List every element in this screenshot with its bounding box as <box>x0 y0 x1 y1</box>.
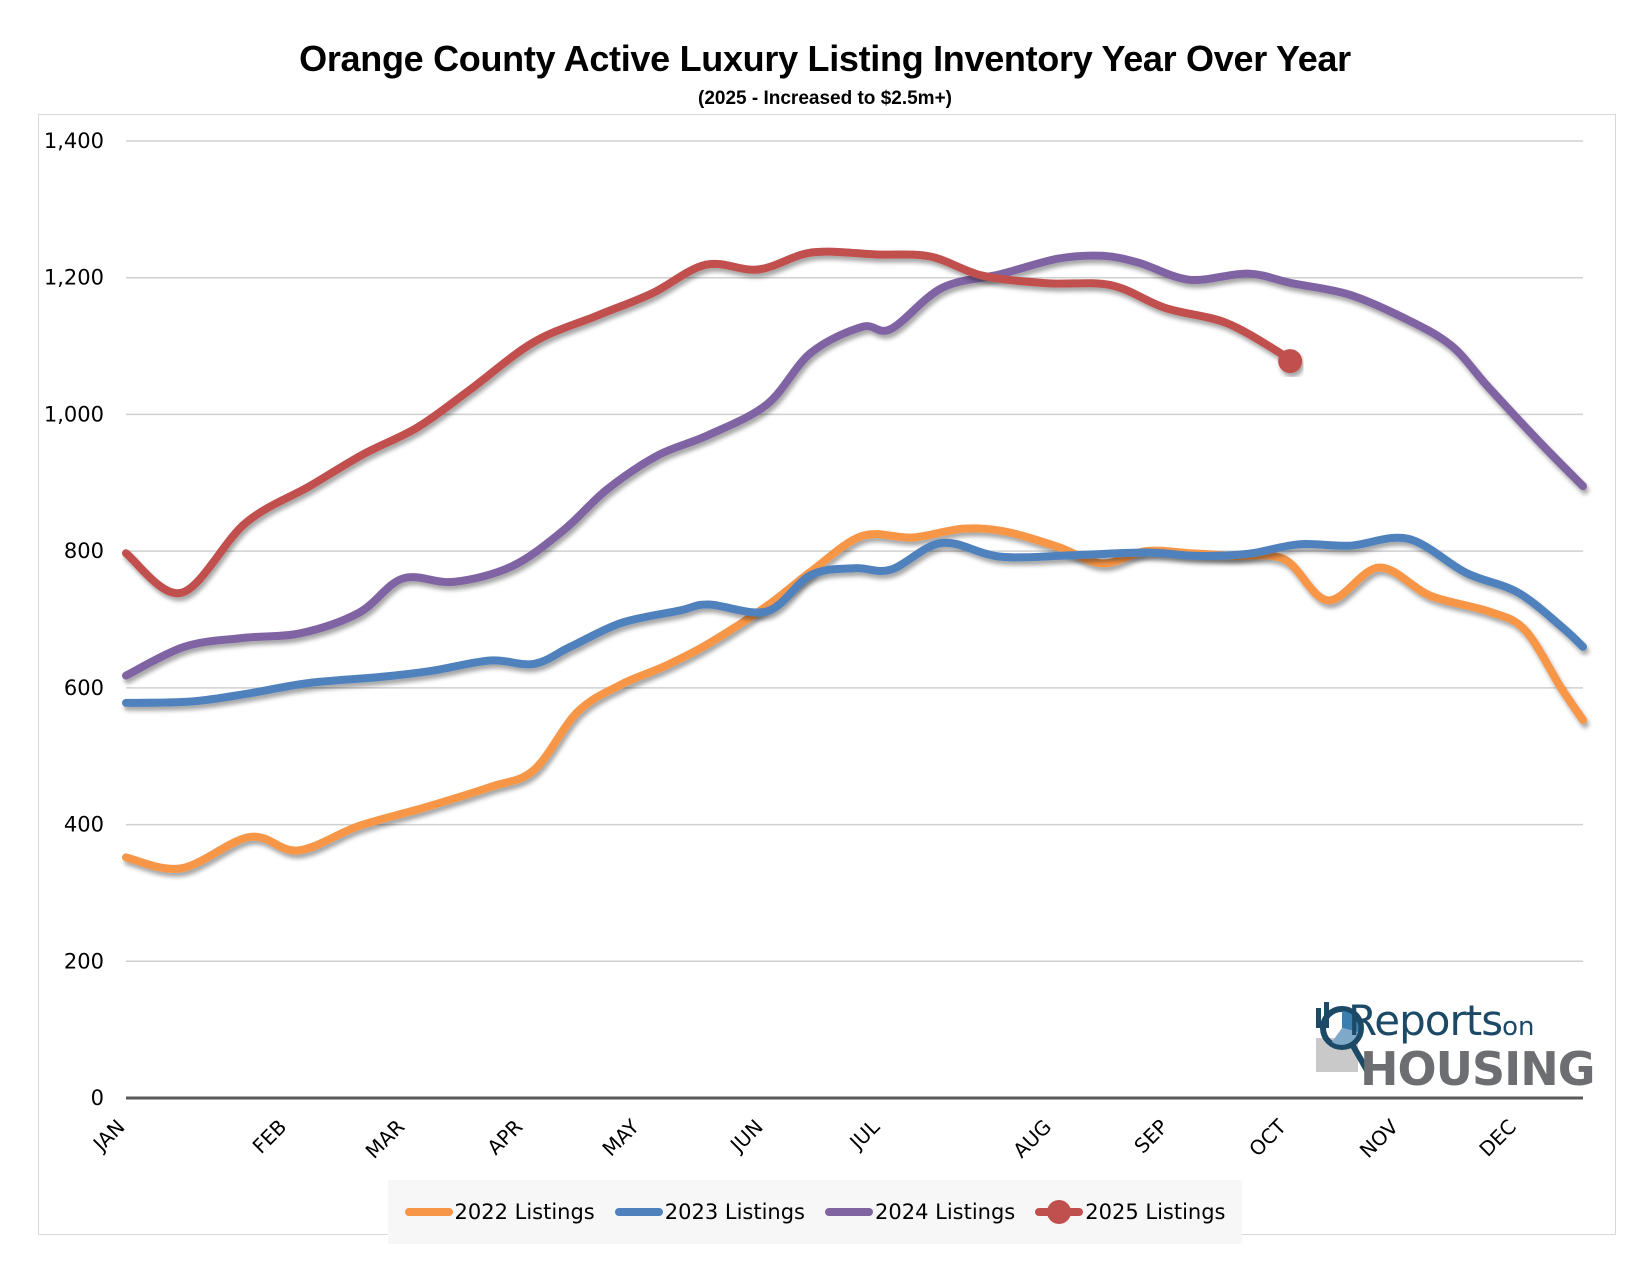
logo-housing-text: HOUSING <box>1360 1042 1595 1096</box>
y-tick-label: 1,000 <box>44 402 104 426</box>
series-2025-listings <box>122 247 1303 598</box>
y-tick-label: 400 <box>64 813 104 837</box>
legend-label: 2025 Listings <box>1085 1200 1226 1224</box>
y-tick-label: 1,200 <box>44 266 104 290</box>
legend-swatch-icon <box>825 1208 873 1216</box>
legend-swatch-icon <box>1035 1200 1084 1224</box>
legend-item: 2025 Listings <box>1035 1200 1226 1224</box>
series-line <box>122 533 1587 707</box>
x-tick-label: FEB <box>248 1115 292 1159</box>
y-tick-label: 0 <box>91 1086 104 1110</box>
series-2022-listings <box>122 524 1587 873</box>
legend-item: 2024 Listings <box>825 1200 1015 1224</box>
x-tick-label: JAN <box>87 1115 130 1158</box>
latest-value-marker <box>1278 349 1303 374</box>
x-tick-label: APR <box>482 1114 527 1159</box>
x-tick-label: MAY <box>597 1114 644 1161</box>
x-tick-label: MAR <box>361 1114 410 1163</box>
legend-marker-icon <box>1047 1200 1072 1224</box>
x-tick-label: AUG <box>1008 1115 1056 1163</box>
legend-swatch-icon <box>614 1208 663 1216</box>
chart-subtitle: (2025 - Increased to $2.5m+) <box>698 88 952 109</box>
x-tick-label: SEP <box>1129 1115 1172 1158</box>
y-tick-label: 1,400 <box>44 129 104 153</box>
y-axis-ticks: 0 200 400 600 800 1,000 1,200 1,400 <box>44 129 104 1110</box>
series-2024-listings <box>122 251 1587 680</box>
series-line <box>122 247 1295 598</box>
series-line <box>122 251 1587 680</box>
legend-item: 2022 Listings <box>404 1200 595 1224</box>
logo-magnifier-icon <box>1316 1002 1371 1074</box>
logo-reports-text: Reportson <box>1348 996 1535 1045</box>
x-tick-label: NOV <box>1355 1114 1403 1162</box>
chart-title: Orange County Active Luxury Listing Inve… <box>299 38 1351 79</box>
legend-label: 2023 Listings <box>664 1200 805 1224</box>
x-axis-ticks: JAN FEB MAR APR MAY JUN JUL AUG SEP OCT NOV DEC <box>87 1114 1521 1163</box>
x-tick-label: JUN <box>724 1115 767 1158</box>
legend-swatch-icon <box>404 1208 453 1216</box>
x-tick-label: OCT <box>1244 1114 1291 1161</box>
legend-label: 2024 Listings <box>875 1200 1016 1224</box>
y-tick-label: 600 <box>64 676 104 700</box>
legend-label: 2022 Listings <box>454 1200 595 1224</box>
series-2023-listings <box>122 533 1587 707</box>
x-tick-label: JUL <box>843 1114 884 1155</box>
legend-item: 2023 Listings <box>614 1200 805 1224</box>
y-tick-label: 200 <box>64 949 104 973</box>
chart-legend: 2022 Listings 2023 Listings 2024 Listings 2… <box>388 1180 1242 1244</box>
series-line <box>122 524 1587 873</box>
reports-on-housing-logo: Reportson HOUSING <box>1312 996 1595 1098</box>
series-lines <box>122 247 1587 873</box>
y-tick-label: 800 <box>64 539 104 563</box>
x-tick-label: DEC <box>1474 1115 1521 1162</box>
